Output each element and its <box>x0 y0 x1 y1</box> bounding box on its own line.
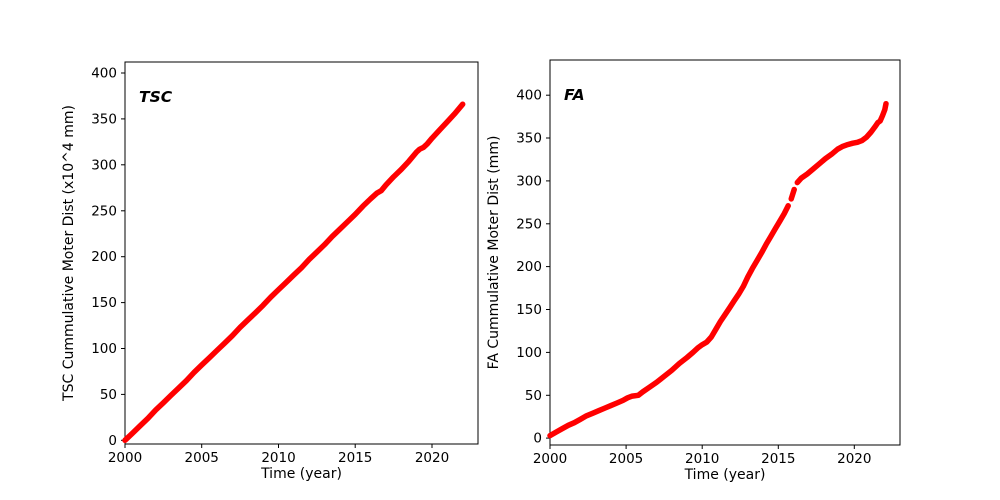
x-tick-label: 2000 <box>533 451 567 467</box>
y-axis: 0 50 100 150 200 250 300 350 400 FA Cummulative M… <box>486 88 550 447</box>
corner-label-tsc: TSC <box>139 88 173 106</box>
y-tick-label: 100 <box>516 345 542 361</box>
x-tick-label: 2020 <box>415 450 449 466</box>
x-axis: 2000 2005 2010 2015 2020 Time (year) <box>533 445 871 483</box>
axes-spines <box>124 61 479 445</box>
corner-label-fa: FA <box>564 86 585 104</box>
series-segment <box>547 203 791 439</box>
x-axis-title: Time (year) <box>260 466 342 482</box>
y-tick-label: 250 <box>516 216 542 232</box>
y-tick-label: 300 <box>91 157 117 173</box>
x-tick-label: 2000 <box>108 450 142 466</box>
y-tick-label: 250 <box>91 203 117 219</box>
y-tick-label: 50 <box>100 387 117 403</box>
x-tick-label: 2015 <box>761 451 795 467</box>
y-axis-title: TSC Cummulative Moter Dist (x10^4 mm) <box>61 105 77 402</box>
y-tick-label: 150 <box>91 295 117 311</box>
series-segment <box>122 101 466 444</box>
x-axis: 2000 2005 2010 2015 2020 Time (year) <box>108 444 449 482</box>
x-axis-title: Time (year) <box>684 467 766 483</box>
x-tick-label: 2005 <box>609 451 643 467</box>
axes-spines <box>549 59 901 446</box>
y-tick-label: 100 <box>91 341 117 357</box>
x-tick-label: 2010 <box>685 451 719 467</box>
y-tick-label: 300 <box>516 173 542 189</box>
y-tick-label: 400 <box>516 88 542 104</box>
y-tick-label: 0 <box>108 433 117 449</box>
y-tick-label: 350 <box>91 111 117 127</box>
x-tick-label: 2005 <box>185 450 219 466</box>
tsc-plot: 2000 2005 2010 2015 2020 Time (year) 0 50 100 150… <box>61 61 479 482</box>
y-tick-label: 200 <box>516 259 542 275</box>
fa-plot: 2000 2005 2010 2015 2020 Time (year) 0 50 100 150… <box>486 59 901 483</box>
series-segment <box>794 100 889 186</box>
y-tick-label: 0 <box>533 431 542 447</box>
data-series <box>547 100 889 439</box>
x-tick-label: 2020 <box>837 451 871 467</box>
x-tick-label: 2015 <box>338 450 372 466</box>
data-series <box>122 101 466 444</box>
y-tick-label: 400 <box>91 66 117 82</box>
y-axis-title: FA Cummulative Moter Dist (mm) <box>486 136 502 370</box>
series-segment <box>788 186 797 202</box>
x-tick-label: 2010 <box>261 450 295 466</box>
y-tick-label: 350 <box>516 131 542 147</box>
y-tick-label: 150 <box>516 302 542 318</box>
y-tick-label: 200 <box>91 249 117 265</box>
y-tick-label: 50 <box>525 388 542 404</box>
y-axis: 0 50 100 150 200 250 300 350 400 TSC Cummulative … <box>61 66 125 449</box>
